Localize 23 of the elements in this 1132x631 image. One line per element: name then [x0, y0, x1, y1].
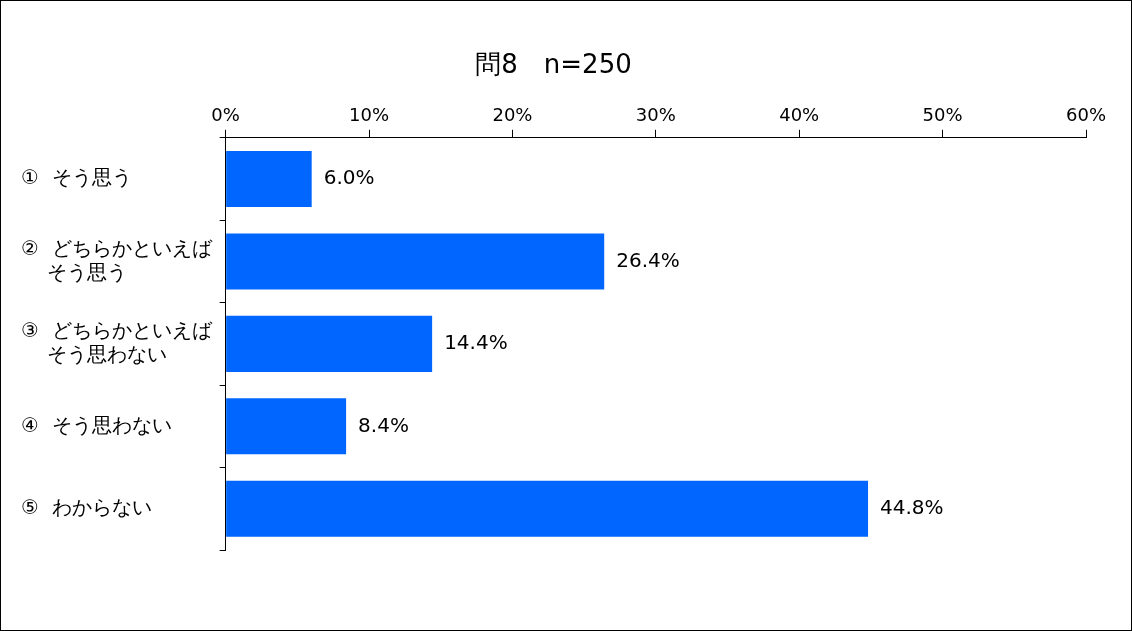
- x-tick-label: 10%: [349, 103, 390, 125]
- chart-title: 問8 n=250: [475, 49, 632, 80]
- bar: [226, 233, 605, 290]
- data-label: 14.4%: [444, 330, 508, 355]
- x-tick-label: 60%: [1065, 103, 1107, 125]
- bar: [226, 398, 347, 455]
- bar: [226, 315, 433, 372]
- x-tick-label: 50%: [922, 103, 963, 125]
- data-label: 6.0%: [323, 165, 375, 190]
- y-tick-label: ⑤ わからない: [21, 494, 152, 519]
- x-tick-label: 20%: [492, 103, 533, 125]
- y-tick-label: ① そう思う: [21, 165, 132, 190]
- y-tick-label: ③ どちらかといえばそう思わない: [21, 318, 213, 367]
- data-label: 8.4%: [358, 412, 409, 437]
- bar: [226, 150, 312, 208]
- x-tick-label: 30%: [635, 103, 676, 125]
- y-tick-label: ② どちらかといえばそう思う: [21, 235, 213, 284]
- x-tick-label: 0%: [211, 103, 240, 125]
- bar: [226, 480, 869, 537]
- data-label: 26.4%: [616, 247, 680, 272]
- x-tick-label: 40%: [779, 103, 820, 125]
- y-tick-label: ④ そう思わない: [21, 412, 172, 437]
- data-label: 44.8%: [880, 494, 944, 519]
